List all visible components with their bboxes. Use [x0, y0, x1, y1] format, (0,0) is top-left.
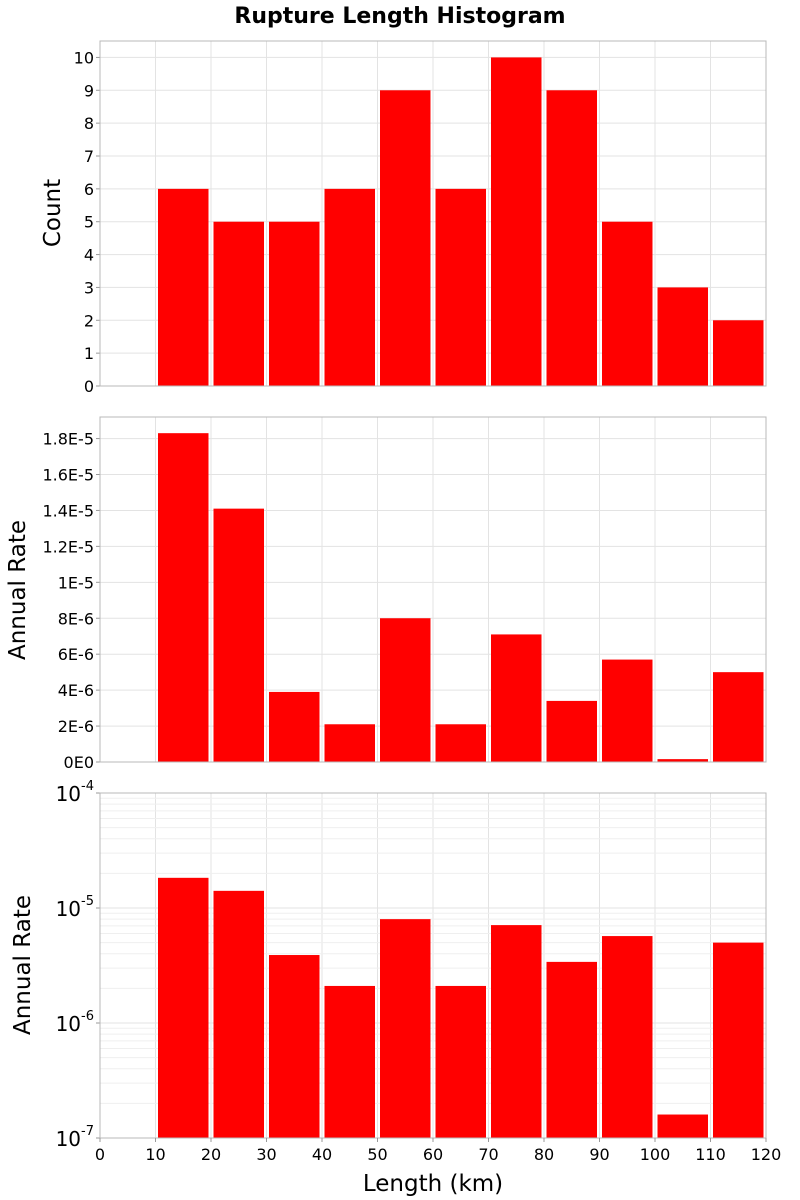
y-tick-base: 10 [56, 1012, 81, 1036]
bar-95km [602, 659, 653, 762]
y-tick-label: 6E-6 [58, 645, 94, 664]
y-tick-label: 1 [84, 344, 94, 363]
bar-85km [546, 90, 597, 387]
bar-55km [380, 618, 431, 762]
y-tick-label: 1E-5 [58, 573, 94, 592]
y-tick-label: 0 [84, 377, 94, 396]
y-tick-label: 4E-6 [58, 681, 94, 700]
x-tick-label: 120 [751, 1145, 782, 1164]
bar-75km [491, 634, 542, 762]
bar-45km [324, 188, 375, 386]
y-tick-label: 4 [84, 246, 94, 265]
plot-frame [99, 40, 767, 387]
bar-25km [213, 221, 264, 386]
y-axis-label: Count [40, 179, 66, 247]
x-tick-label: 110 [695, 1145, 726, 1164]
y-tick-label: 10-5 [56, 894, 94, 921]
y-tick-label: 9 [84, 81, 94, 100]
x-tick-label: 70 [478, 1145, 498, 1164]
bar-35km [269, 691, 320, 762]
y-tick-label: 1.2E-5 [42, 537, 94, 556]
y-tick-label: 8 [84, 114, 94, 133]
bar-85km [546, 700, 597, 762]
y-tick-label: 10-6 [56, 1009, 94, 1036]
bar-65km [435, 985, 486, 1138]
bar-105km [657, 1114, 708, 1138]
bar-45km [324, 985, 375, 1138]
x-axis-label: Length (km) [363, 1171, 503, 1197]
y-tick-label: 1.8E-5 [42, 430, 94, 449]
bar-75km [491, 925, 542, 1138]
y-tick-label: 1.4E-5 [42, 501, 94, 520]
bar-115km [713, 320, 764, 386]
y-tick-base: 10 [56, 782, 81, 806]
bar-15km [158, 188, 209, 386]
bar-95km [602, 221, 653, 386]
x-tick-label: 0 [95, 1145, 105, 1164]
bar-35km [269, 221, 320, 386]
y-tick-exponent: -7 [81, 1124, 94, 1139]
bar-45km [324, 724, 375, 762]
y-tick-label: 10 [74, 48, 94, 67]
bar-25km [213, 508, 264, 762]
y-tick-label: 2 [84, 311, 94, 330]
chart-panel-1: 0 1 2 3 4 5 6 7 8 9 10 Count [40, 40, 767, 396]
bar-105km [657, 759, 708, 762]
y-tick-label: 5 [84, 213, 94, 232]
y-axis-label: Annual Rate [10, 895, 36, 1035]
bar-15km [158, 433, 209, 762]
x-tick-label: 40 [312, 1145, 332, 1164]
bar-85km [546, 961, 597, 1138]
x-tick-label: 10 [145, 1145, 165, 1164]
x-tick-label: 100 [640, 1145, 671, 1164]
bar-55km [380, 919, 431, 1138]
y-tick-label: 2E-6 [58, 717, 94, 736]
chart-panel-2: 0E0 2E-6 4E-6 6E-6 8E-6 1E-5 1.2E-5 1.4E-5 1.6E-… [5, 416, 767, 772]
y-tick-label: 6 [84, 180, 94, 199]
y-tick-label: 0E0 [64, 753, 94, 772]
bar-65km [435, 724, 486, 762]
y-tick-exponent: -6 [81, 1009, 94, 1024]
x-tick-label: 60 [423, 1145, 443, 1164]
y-tick-label: 10-4 [56, 779, 94, 806]
bar-115km [713, 672, 764, 762]
bar-15km [158, 877, 209, 1138]
x-tick-label: 50 [367, 1145, 387, 1164]
y-tick-label: 8E-6 [58, 609, 94, 628]
y-axis-label: Annual Rate [5, 520, 31, 660]
y-tick-exponent: -4 [81, 779, 94, 794]
y-tick-label: 1.6E-5 [42, 466, 94, 485]
y-tick-exponent: -5 [81, 894, 94, 909]
bar-25km [213, 890, 264, 1138]
x-tick-label: 80 [534, 1145, 554, 1164]
x-tick-label: 20 [201, 1145, 221, 1164]
y-tick-base: 10 [56, 897, 81, 921]
y-tick-label: 7 [84, 147, 94, 166]
bar-55km [380, 90, 431, 387]
bar-95km [602, 936, 653, 1138]
figure-title: Rupture Length Histogram [234, 4, 565, 29]
x-tick-label: 90 [589, 1145, 609, 1164]
bar-65km [435, 188, 486, 386]
bar-115km [713, 942, 764, 1138]
bar-35km [269, 955, 320, 1138]
bar-105km [657, 287, 708, 386]
y-tick-label: 3 [84, 278, 94, 297]
bar-75km [491, 57, 542, 387]
y-tick-base: 10 [56, 1127, 81, 1151]
y-tick-label: 10-7 [56, 1124, 94, 1151]
x-tick-label: 30 [256, 1145, 276, 1164]
plot-frame [99, 416, 767, 763]
